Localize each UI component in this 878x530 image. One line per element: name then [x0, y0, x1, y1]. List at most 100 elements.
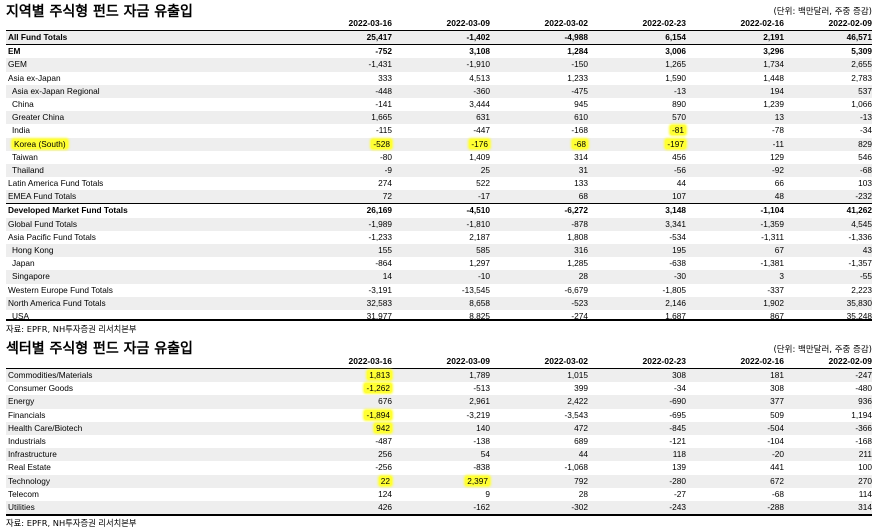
cell-value: -864	[375, 258, 392, 269]
table-row: China -141 3,444 945 890 1,239 1,066	[6, 98, 872, 111]
region-date-header: 2022-03-16	[348, 18, 392, 28]
region-date-header: 2022-03-02	[544, 18, 588, 28]
cell-value: 1,448	[763, 72, 784, 83]
cell-value: -838	[473, 462, 490, 473]
cell-value: 4,545	[851, 218, 872, 229]
cell-value: 67	[774, 245, 784, 255]
cell-value: -168	[571, 125, 588, 136]
cell-value: -1,431	[368, 59, 392, 70]
cell-value: 195	[672, 245, 686, 255]
table-row: Taiwan -80 1,409 314 456 129 546	[6, 151, 872, 164]
cell-value: -104	[767, 435, 784, 446]
cell-value: 1,233	[567, 72, 588, 83]
table-row: USA 31,977 8,825 -274 1,687 867 35,248	[6, 310, 872, 323]
sector-date-header: 2022-03-09	[446, 356, 490, 366]
table-row: Health Care/Biotech 942 140 472 -845 -504 -366	[6, 421, 872, 435]
cell-value: 676	[378, 396, 392, 407]
row-label: Health Care/Biotech	[8, 422, 83, 433]
cell-value: 1,409	[469, 151, 490, 162]
cell-value: -232	[855, 191, 872, 202]
cell-value: 5,309	[851, 46, 872, 57]
cell-value: 829	[858, 138, 872, 149]
cell-value: 25	[480, 164, 490, 175]
sector-table: 2022-03-16 2022-03-09 2022-03-02 2022-02-23…	[6, 355, 872, 515]
cell-value: -243	[669, 501, 686, 512]
cell-value: 194	[770, 85, 784, 96]
cell-value: 2,223	[851, 284, 872, 295]
sector-date-header: 2022-02-09	[828, 356, 872, 366]
region-date-header: 2022-03-09	[446, 18, 490, 28]
cell-value: -480	[855, 383, 872, 394]
row-label: USA	[12, 310, 30, 321]
cell-value: 1,015	[567, 370, 588, 380]
row-label: Developed Market Fund Totals	[8, 205, 128, 216]
cell-value: 28	[578, 271, 588, 282]
highlight-marker: -1,262	[364, 383, 392, 394]
sector-source: 자료: EPFR, NH투자증권 리서치본부	[6, 518, 137, 528]
row-label: Korea (South)	[12, 138, 68, 149]
cell-value: -141	[375, 98, 392, 109]
cell-value: 3,341	[665, 218, 686, 229]
cell-value: 1,813	[312, 369, 392, 382]
cell-value: -68	[772, 488, 784, 499]
cell-value: -68	[860, 164, 872, 175]
table-row: Greater China 1,665 631 610 570 13 -13	[6, 111, 872, 125]
table-row: Japan -864 1,297 1,285 -638 -1,381 -1,357	[6, 257, 872, 270]
cell-value: -534	[669, 231, 686, 242]
cell-value: -68	[508, 138, 588, 151]
cell-value: -845	[669, 422, 686, 433]
table-row: Developed Market Fund Totals 26,169 -4,510…	[6, 203, 872, 217]
cell-value: 1,066	[851, 98, 872, 109]
cell-value: -9	[384, 164, 392, 175]
cell-value: -115	[376, 125, 392, 136]
cell-value: -288	[767, 501, 784, 512]
cell-value: -162	[473, 501, 490, 512]
cell-value: -34	[674, 383, 686, 394]
cell-value: 2,146	[665, 297, 686, 308]
cell-value: 1,265	[665, 59, 686, 70]
cell-value: 1,665	[371, 112, 392, 123]
highlight-marker: -176	[469, 138, 490, 149]
cell-value: -360	[473, 85, 490, 96]
sector-body: Commodities/Materials 1,813 1,789 1,015 308 1…	[6, 369, 872, 515]
row-label: Financials	[8, 409, 46, 420]
cell-value: -1,910	[466, 59, 490, 70]
cell-value: 72	[382, 191, 392, 202]
row-label: All Fund Totals	[8, 32, 68, 42]
highlight-marker: -1,894	[364, 409, 392, 420]
row-label: Industrials	[8, 435, 46, 446]
table-row: Utilities 426 -162 -302 -243 -288 314	[6, 500, 872, 515]
table-row: Asia Pacific Fund Totals -1,233 2,187 1,808…	[6, 231, 872, 244]
cell-value: -1,262	[312, 382, 392, 395]
cell-value: 8,658	[469, 297, 490, 308]
cell-value: 129	[770, 151, 784, 162]
cell-value: 314	[858, 501, 872, 512]
row-label: EM	[8, 46, 21, 57]
cell-value: -366	[855, 422, 872, 433]
row-label: Hong Kong	[12, 245, 54, 255]
cell-value: 35,830	[846, 297, 872, 308]
table-row: Korea (South) -528 -176 -68 -197 -11 829	[6, 137, 872, 151]
table-row: GEM -1,431 -1,910 -150 1,265 1,734 2,655	[6, 58, 872, 72]
table-row: Western Europe Fund Totals -3,191 -13,545 -…	[6, 284, 872, 297]
cell-value: -256	[375, 462, 392, 473]
cell-value: 2,191	[763, 32, 784, 42]
table-row: Financials -1,894 -3,219 -3,543 -695 509 1,194	[6, 409, 872, 422]
cell-value: 44	[578, 449, 588, 460]
cell-value: 1,734	[763, 59, 784, 70]
cell-value: 456	[672, 151, 686, 162]
highlight-marker: -68	[572, 138, 588, 149]
cell-value: -1,894	[312, 409, 392, 422]
cell-value: -80	[380, 151, 392, 162]
table-row: Asia ex-Japan Regional -448 -360 -475 -13 194…	[6, 84, 872, 98]
cell-value: 124	[378, 488, 392, 499]
cell-value: 537	[858, 85, 872, 96]
highlight-marker: 942	[374, 422, 392, 433]
sector-title: 섹터별 주식형 펀드 자금 유출입	[6, 341, 193, 357]
row-label: Global Fund Totals	[8, 218, 78, 229]
table-row: EMEA Fund Totals 72 -17 68 107 48 -232	[6, 190, 872, 204]
cell-value: 2,961	[469, 396, 490, 407]
cell-value: 26,169	[366, 205, 392, 216]
cell-value: 31,977	[366, 310, 392, 321]
row-label: GEM	[8, 59, 27, 70]
